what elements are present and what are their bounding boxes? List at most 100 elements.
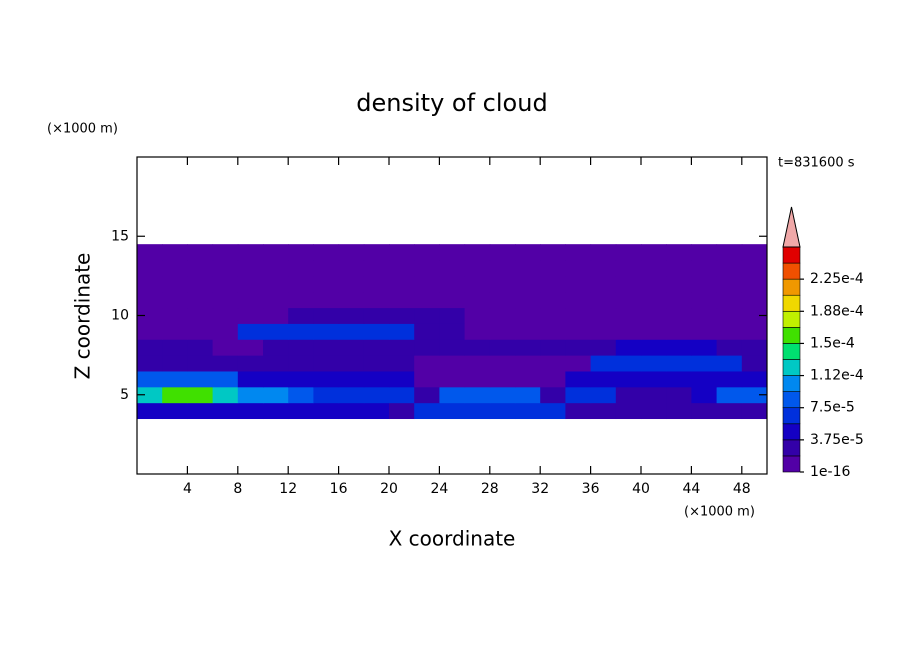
contour-cell — [666, 291, 692, 309]
contour-cell — [464, 386, 491, 404]
contour-cell — [691, 402, 718, 420]
contour-cell — [641, 339, 667, 356]
contour-cell — [363, 339, 390, 356]
contour-cell — [212, 291, 239, 309]
contour-cell — [540, 275, 566, 293]
contour-cell — [691, 355, 718, 372]
contour-cell — [414, 386, 440, 404]
contour-cell — [716, 260, 743, 277]
contour-cell — [162, 402, 188, 420]
time-annotation: t=831600 s — [778, 156, 855, 171]
contour-cell — [716, 370, 743, 388]
contour-cell — [263, 307, 289, 324]
contour-cell — [338, 339, 365, 356]
contour-cell — [237, 291, 264, 309]
contour-cell — [741, 291, 768, 309]
contour-cell — [741, 355, 768, 372]
contour-cell — [313, 323, 340, 340]
contour-cell — [288, 244, 314, 261]
contour-cell — [515, 323, 541, 340]
contour-cell — [565, 339, 592, 356]
y-tick-label: 5 — [120, 387, 129, 403]
contour-cell — [439, 370, 466, 388]
contour-cell — [641, 291, 667, 309]
contour-cell — [288, 275, 314, 293]
contour-cell — [489, 244, 516, 261]
y-unit: (×1000 m) — [47, 122, 118, 137]
contour-cell — [313, 275, 340, 293]
contour-cell — [288, 291, 314, 309]
contour-cell — [439, 386, 466, 404]
contour-cell — [666, 370, 692, 388]
contour-cell — [137, 386, 163, 404]
contour-cell — [363, 402, 390, 420]
contour-cell — [540, 370, 566, 388]
contour-cell — [263, 323, 289, 340]
contour-cell — [237, 386, 264, 404]
contour-cell — [741, 307, 768, 324]
contour-cell — [363, 370, 390, 388]
contour-cell — [565, 275, 592, 293]
contour-cell — [615, 402, 642, 420]
contour-cell — [565, 355, 592, 372]
contour-cell — [615, 386, 642, 404]
contour-cell — [137, 260, 163, 277]
contour-cell — [741, 339, 768, 356]
contour-cell — [464, 275, 491, 293]
colorbar-band — [782, 375, 801, 392]
contour-cell — [540, 402, 566, 420]
contour-cell — [691, 291, 718, 309]
colorbar-band — [782, 407, 801, 425]
colorbar-tick-label: 1.88e-4 — [810, 303, 864, 319]
contour-cell — [464, 323, 491, 340]
chart-title: density of cloud — [356, 89, 547, 117]
contour-cell — [691, 323, 718, 340]
contour-cell — [414, 323, 440, 340]
contour-cell — [162, 307, 188, 324]
contour-cell — [187, 339, 214, 356]
contour-cell — [187, 307, 214, 324]
contour-cell — [363, 355, 390, 372]
contour-cell — [666, 339, 692, 356]
contour-cell — [515, 370, 541, 388]
x-tick-label: 12 — [279, 481, 297, 497]
contour-cell — [716, 291, 743, 309]
contour-cell — [288, 339, 314, 356]
contour-cell — [313, 260, 340, 277]
contour-cell — [137, 370, 163, 388]
contour-cell — [590, 339, 617, 356]
contour-cell — [741, 402, 768, 420]
contour-cell — [716, 402, 743, 420]
contour-cell — [263, 260, 289, 277]
contour-cell — [414, 275, 440, 293]
colorbar-band — [782, 359, 801, 376]
contour-cell — [338, 291, 365, 309]
contour-cell — [313, 291, 340, 309]
contour-cell — [590, 402, 617, 420]
contour-cell — [439, 339, 466, 356]
contour-cell — [666, 260, 692, 277]
contour-cell — [288, 307, 314, 324]
contour-cell — [666, 323, 692, 340]
colorbar-band — [782, 439, 801, 457]
contour-cell — [515, 402, 541, 420]
contour-cell — [489, 386, 516, 404]
contour-cell — [741, 370, 768, 388]
contour-cell — [540, 307, 566, 324]
contour-cell — [515, 307, 541, 324]
contour-cell — [666, 244, 692, 261]
contour-cell — [489, 323, 516, 340]
x-axis-label: X coordinate — [389, 527, 516, 551]
contour-cell — [313, 307, 340, 324]
contour-cell — [691, 307, 718, 324]
contour-cell — [187, 386, 214, 404]
contour-cell — [237, 402, 264, 420]
contour-cell — [288, 260, 314, 277]
contour-cell — [540, 355, 566, 372]
contour-cell — [389, 291, 415, 309]
contour-cell — [212, 307, 239, 324]
contour-cell — [338, 244, 365, 261]
contour-cell — [414, 370, 440, 388]
